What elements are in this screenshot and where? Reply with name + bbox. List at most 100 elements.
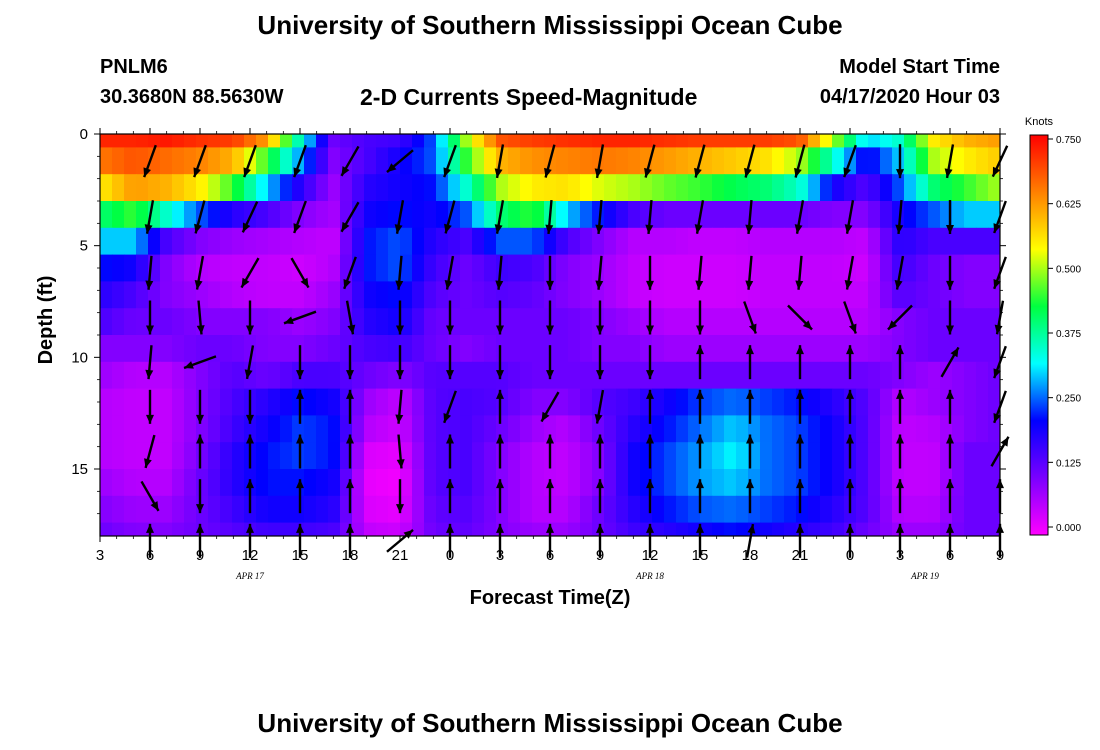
- heatmap-cell: [352, 174, 365, 202]
- heatmap-cell: [484, 134, 497, 148]
- heatmap-cell: [904, 469, 917, 497]
- heatmap-cell: [676, 495, 689, 524]
- colorbar-bar: [1029, 134, 1049, 536]
- heatmap-cell: [172, 469, 185, 497]
- arrow-head: [196, 504, 204, 514]
- heatmap-cell: [772, 254, 785, 282]
- heatmap-cell: [520, 147, 533, 175]
- heatmap-cell: [568, 335, 581, 363]
- current-arrow: [595, 255, 604, 290]
- heatmap-cell: [904, 495, 917, 524]
- current-arrow: [443, 390, 457, 424]
- arrow-head: [496, 479, 504, 489]
- current-arrow: [143, 144, 157, 178]
- heatmap-cell: [700, 415, 713, 443]
- heatmap-cell: [424, 442, 437, 470]
- heatmap-cell: [736, 361, 749, 390]
- heatmap-cell: [904, 442, 917, 470]
- heatmap-cell: [652, 415, 665, 443]
- colorbar-tick-label: 0.000: [1056, 523, 1081, 534]
- model-start-label: Model Start Time: [839, 56, 1000, 78]
- heatmap-cell: [892, 442, 905, 470]
- heatmap-cell: [352, 522, 365, 537]
- heatmap-cell: [784, 469, 797, 497]
- heatmap-cell: [616, 415, 629, 443]
- heatmap-cell: [172, 361, 185, 390]
- heatmap-cell: [220, 388, 233, 416]
- heatmap-cell: [316, 415, 329, 443]
- arrow-head: [993, 368, 1002, 379]
- heatmap-cell: [508, 495, 521, 524]
- heatmap-cell: [508, 442, 521, 470]
- heatmap-cell: [724, 522, 737, 537]
- heatmap-cell: [856, 174, 869, 202]
- heatmap-cell: [304, 201, 317, 229]
- arrow-head: [386, 163, 397, 173]
- heatmap-cell: [664, 415, 677, 443]
- current-arrow: [645, 199, 654, 235]
- heatmap-cell: [124, 361, 137, 390]
- current-arrow: [246, 479, 254, 514]
- heatmap-cell: [592, 335, 605, 363]
- current-arrow: [946, 300, 954, 335]
- heatmap-cell: [892, 495, 905, 524]
- arrow-head: [887, 320, 898, 330]
- heatmap-cell: [688, 495, 701, 524]
- heatmap-cell: [160, 201, 173, 229]
- heatmap-cell: [628, 335, 641, 363]
- heatmap-cell: [664, 174, 677, 202]
- heatmap-cell: [268, 134, 281, 148]
- heatmap-cell: [928, 308, 941, 336]
- heatmap-cell: [388, 134, 401, 148]
- heatmap-cell: [724, 442, 737, 470]
- heatmap-cell: [940, 227, 953, 256]
- heatmap-cell: [436, 335, 449, 363]
- heatmap-cell: [328, 415, 341, 443]
- heatmap-cell: [484, 495, 497, 524]
- arrow-head: [896, 434, 904, 444]
- arrow-head: [747, 524, 756, 534]
- heatmap-cell: [280, 335, 293, 363]
- heatmap-cell: [364, 227, 377, 256]
- current-arrow: [946, 434, 954, 469]
- heatmap-cell: [232, 147, 245, 175]
- heatmap-cell: [196, 415, 209, 443]
- heatmap-cell: [340, 134, 353, 148]
- heatmap-cell: [712, 522, 725, 537]
- current-arrow: [246, 434, 254, 469]
- current-arrow: [844, 255, 855, 290]
- x-tick-label: 15: [692, 547, 709, 564]
- date-label: APR 18: [635, 571, 664, 581]
- arrow-head: [992, 166, 1001, 177]
- heatmap-cell: [988, 388, 1001, 416]
- heatmap-cell: [712, 281, 725, 309]
- heatmap-cell: [448, 134, 461, 148]
- heatmap-cell: [304, 361, 317, 390]
- heatmap-cell: [724, 254, 737, 282]
- heatmap-cell: [664, 388, 677, 416]
- heatmap-cell: [856, 442, 869, 470]
- current-arrow: [846, 434, 854, 469]
- heatmap-cell: [208, 134, 221, 148]
- heatmap-cell: [436, 134, 449, 148]
- heatmap-cell: [880, 227, 893, 256]
- heatmap-cell: [376, 335, 389, 363]
- heatmap-cell: [964, 495, 977, 524]
- heatmap-cell: [316, 254, 329, 282]
- heatmap-cell: [760, 469, 773, 497]
- heatmap-cell: [196, 495, 209, 524]
- heatmap-cell: [244, 281, 257, 309]
- heatmap-cell: [796, 442, 809, 470]
- current-arrow: [746, 479, 754, 514]
- heatmap-cell: [712, 254, 725, 282]
- heatmap-cell: [460, 522, 473, 537]
- heatmap-cell: [328, 388, 341, 416]
- heatmap-cell: [676, 415, 689, 443]
- heatmap-cell: [112, 201, 125, 229]
- heatmap-cell: [820, 134, 833, 148]
- heatmap-cell: [604, 495, 617, 524]
- heatmap-cell: [388, 388, 401, 416]
- heatmap-cell: [256, 308, 269, 336]
- heatmap-cell: [496, 308, 509, 336]
- heatmap-cell: [904, 335, 917, 363]
